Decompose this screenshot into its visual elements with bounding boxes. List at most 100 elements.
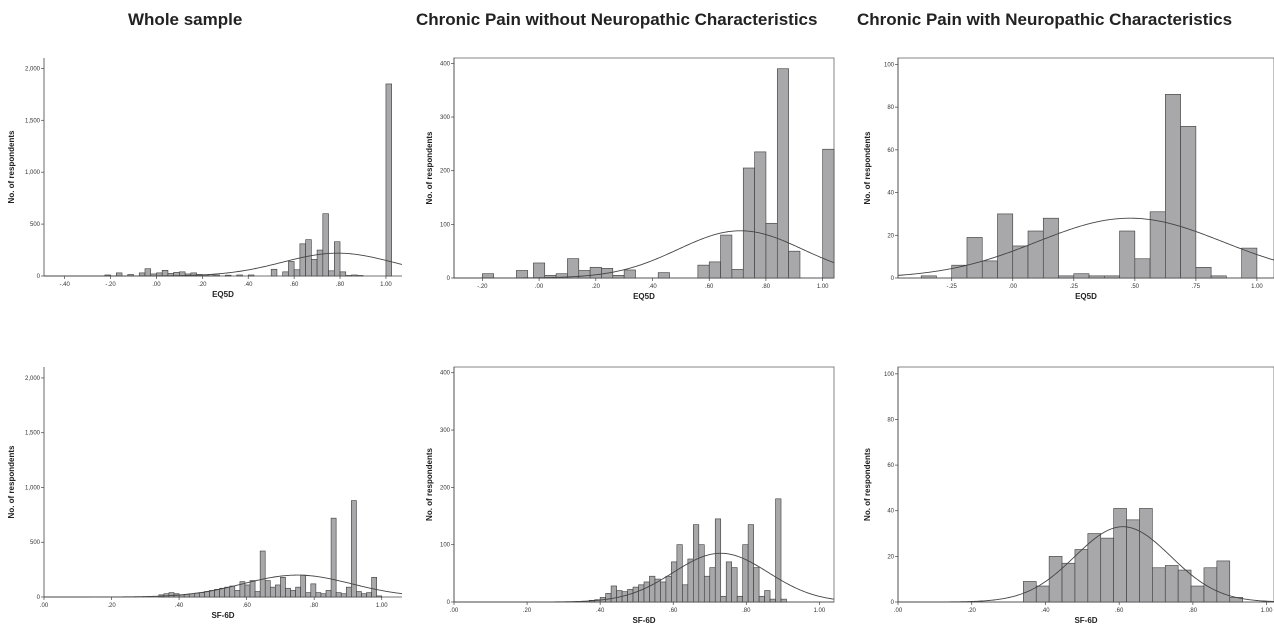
y-tick-label: 0 [447, 276, 451, 282]
histogram-bar [533, 262, 546, 279]
x-tick-label: .40 [596, 608, 605, 614]
x-tick-label: -.25 [947, 284, 958, 290]
x-axis-label: EQ5D [633, 292, 655, 301]
histogram-bar [687, 558, 694, 603]
histogram-bar [776, 68, 789, 279]
y-tick-label: 100 [440, 543, 451, 549]
y-tick-label: 0 [891, 600, 895, 606]
x-tick-label: .60 [669, 608, 678, 614]
x-tick-label: .40 [648, 284, 657, 290]
histogram-bar [335, 592, 342, 598]
x-tick-label: .50 [1131, 284, 1140, 290]
y-axis-label: No. of respondents [863, 131, 872, 204]
histogram-bar [371, 576, 377, 598]
histogram-bar [1027, 230, 1044, 279]
y-tick-label: 20 [887, 554, 894, 560]
histogram-bar [1061, 562, 1076, 603]
x-tick-label: .80 [310, 603, 319, 609]
histogram-bar [1012, 245, 1029, 279]
y-axis-label: No. of respondents [425, 448, 434, 521]
y-tick-label: 1,500 [25, 118, 41, 124]
histogram-bar [665, 575, 672, 603]
histogram-bar [275, 584, 281, 598]
histogram-bar [765, 222, 778, 279]
histogram-bar [1058, 275, 1075, 279]
histogram-bar [997, 213, 1014, 279]
x-tick-label: .20 [107, 603, 116, 609]
x-tick-label: .25 [1070, 284, 1079, 290]
histogram-bar [703, 575, 711, 603]
histogram-bar [671, 561, 678, 603]
y-tick-label: 1,000 [25, 485, 41, 491]
histogram-bar [780, 598, 787, 603]
x-axis-label: SF-6D [1074, 616, 1097, 624]
y-tick-label: 500 [30, 540, 41, 546]
x-tick-label: .60 [1115, 608, 1124, 614]
histogram-bar [754, 151, 767, 279]
x-tick-label: .00 [152, 282, 161, 288]
histogram-bar [293, 269, 301, 277]
histogram-bar [270, 268, 278, 277]
x-tick-label: .40 [244, 282, 253, 288]
x-tick-label: .20 [198, 282, 207, 288]
histogram-bar [305, 239, 312, 277]
x-axis-label: SF-6D [632, 616, 655, 624]
y-axis-label: No. of respondents [7, 130, 16, 203]
x-tick-label: .80 [336, 282, 345, 288]
histogram-bar [315, 592, 322, 598]
y-tick-label: 60 [887, 148, 894, 154]
histogram-bar [676, 544, 683, 603]
normal-curve [898, 526, 1274, 603]
y-tick-label: 0 [37, 595, 41, 601]
y-tick-label: 100 [884, 372, 895, 378]
histogram-bar [567, 258, 580, 279]
histogram-bar [339, 271, 347, 277]
histogram-bar [966, 237, 983, 279]
histogram-bar [168, 592, 175, 598]
histogram-bar [1126, 519, 1140, 603]
histogram-bar [578, 270, 591, 279]
histogram-bar [320, 593, 327, 598]
plot-frame [897, 57, 1274, 279]
y-tick-label: 400 [440, 371, 451, 377]
histogram-bar [1190, 585, 1205, 603]
y-axis-label: No. of respondents [7, 445, 16, 518]
histogram-bar [385, 83, 392, 277]
histogram-bar [731, 269, 744, 279]
histogram-bar [720, 234, 733, 279]
y-tick-label: 80 [887, 417, 894, 423]
x-axis-label: EQ5D [1075, 292, 1097, 301]
x-tick-label: .00 [40, 603, 49, 609]
histogram-bar [1042, 217, 1059, 279]
title-chronic-pain-without-neuropathic: Chronic Pain without Neuropathic Charact… [416, 10, 818, 29]
normal-curve [454, 230, 835, 279]
histogram-bar [610, 585, 617, 603]
histogram-bar [290, 590, 296, 598]
histogram-bar [161, 269, 169, 277]
x-tick-label: .75 [1192, 284, 1201, 290]
histogram-bar [632, 586, 639, 603]
histogram-bar [627, 589, 634, 603]
histogram-bar [482, 273, 495, 279]
x-tick-label: .40 [1041, 608, 1050, 614]
histogram-bar [366, 592, 372, 598]
histogram-bar [788, 250, 801, 279]
histogram-bar [1152, 567, 1166, 603]
y-tick-label: 100 [440, 222, 451, 228]
histogram-bar [621, 591, 628, 603]
histogram-bar [1048, 556, 1063, 603]
histogram-bar [1134, 258, 1151, 279]
y-tick-label: 0 [447, 600, 451, 606]
y-tick-label: 40 [887, 191, 894, 197]
histogram-bar [1113, 508, 1127, 603]
histogram-bar [295, 586, 301, 598]
histogram-bar [325, 590, 332, 598]
histogram-bar [742, 544, 749, 603]
histogram-bar [144, 268, 152, 277]
histogram-bar [280, 576, 286, 598]
y-tick-label: 1,000 [25, 170, 41, 176]
histogram-bar [1119, 230, 1136, 279]
histogram-bar [328, 270, 335, 277]
histogram-bar [1035, 585, 1050, 603]
x-tick-label: .80 [1189, 608, 1198, 614]
